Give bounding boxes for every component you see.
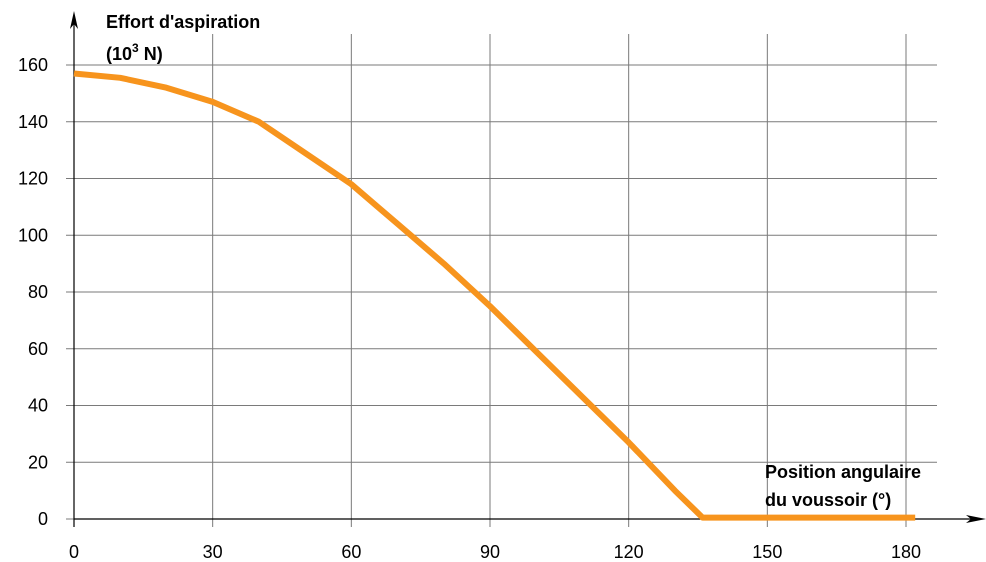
y-tick-label: 40 xyxy=(28,396,48,416)
tick-labels: 0 20 40 60 80 100 120 140 160 0 30 60 90 120 150 180 xyxy=(18,55,921,562)
x-tick-label: 120 xyxy=(614,542,644,562)
y-tick-label: 160 xyxy=(18,55,48,75)
y-tick-label: 100 xyxy=(18,225,48,245)
x-tick-label: 60 xyxy=(341,542,361,562)
x-tick-label: 30 xyxy=(203,542,223,562)
x-axis-arrowhead xyxy=(966,515,986,523)
x-axis-title-line2: du voussoir (°) xyxy=(765,490,891,510)
y-axis-unit-exponent: 3 xyxy=(132,41,139,55)
x-tick-label: 90 xyxy=(480,542,500,562)
y-tick-label: 20 xyxy=(28,452,48,472)
y-axis-unit-suffix: N) xyxy=(139,44,163,64)
x-tick-label: 150 xyxy=(752,542,782,562)
x-tick-label: 180 xyxy=(891,542,921,562)
y-axis-title: Effort d'aspiration xyxy=(106,12,260,32)
y-tick-label: 140 xyxy=(18,112,48,132)
x-axis-title-line1: Position angulaire xyxy=(765,462,921,482)
axes xyxy=(70,11,986,527)
y-tick-label: 0 xyxy=(38,509,48,529)
y-tick-label: 60 xyxy=(28,339,48,359)
series-layer xyxy=(73,70,916,521)
y-axis-unit-prefix: (10 xyxy=(106,44,132,64)
y-axis-unit: (103 N) xyxy=(106,41,163,64)
series-line xyxy=(73,70,916,521)
y-tick-label: 80 xyxy=(28,282,48,302)
grid-lines xyxy=(66,34,937,527)
y-tick-label: 120 xyxy=(18,169,48,189)
x-tick-label: 0 xyxy=(69,542,79,562)
y-axis-arrowhead xyxy=(70,11,78,29)
